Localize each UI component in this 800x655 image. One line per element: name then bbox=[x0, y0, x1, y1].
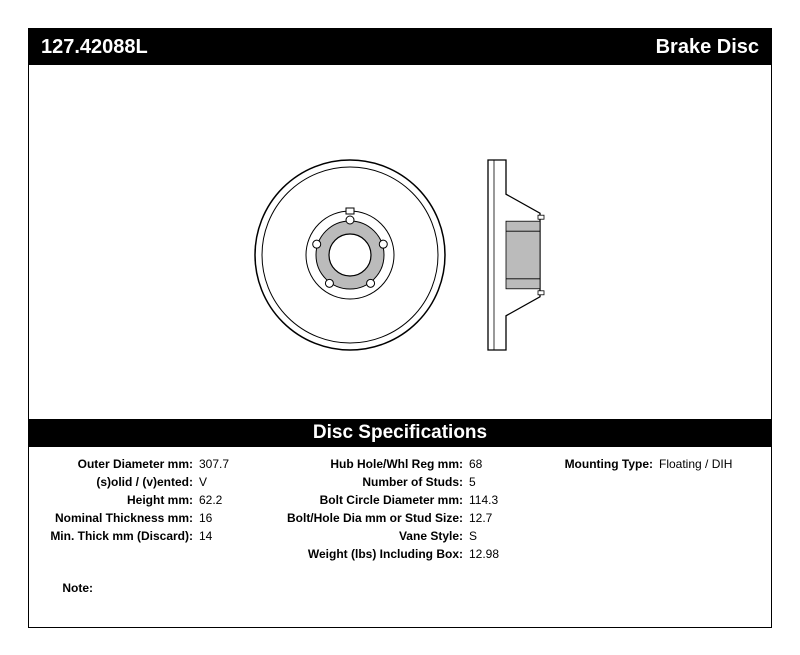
spec-label: Bolt/Hole Dia mm or Stud Size: bbox=[269, 509, 469, 527]
disc-side-view bbox=[480, 155, 550, 355]
spec-label: Nominal Thickness mm: bbox=[39, 509, 199, 527]
spec-row: (s)olid / (v)ented:V bbox=[39, 473, 269, 491]
disc-front-view bbox=[250, 155, 450, 355]
spec-label: Min. Thick mm (Discard): bbox=[39, 527, 199, 545]
spec-row: Hub Hole/Whl Reg mm:68 bbox=[269, 455, 549, 473]
spec-label: Outer Diameter mm: bbox=[39, 455, 199, 473]
spec-value: S bbox=[469, 527, 477, 545]
spec-row: Min. Thick mm (Discard):14 bbox=[39, 527, 269, 545]
spec-value: Floating / DIH bbox=[659, 455, 732, 473]
spec-label: Vane Style: bbox=[269, 527, 469, 545]
spec-label: Mounting Type: bbox=[549, 455, 659, 473]
spec-value: 14 bbox=[199, 527, 212, 545]
spec-row: Number of Studs:5 bbox=[269, 473, 549, 491]
spec-label: Bolt Circle Diameter mm: bbox=[269, 491, 469, 509]
spec-column-3: Mounting Type:Floating / DIH bbox=[549, 455, 761, 563]
spec-row: Bolt Circle Diameter mm:114.3 bbox=[269, 491, 549, 509]
spec-value: 16 bbox=[199, 509, 212, 527]
spec-label: Hub Hole/Whl Reg mm: bbox=[269, 455, 469, 473]
document-frame: 127.42088L Brake Disc Disc Specification… bbox=[28, 28, 772, 628]
spec-row: Bolt/Hole Dia mm or Stud Size:12.7 bbox=[269, 509, 549, 527]
note-label: Note: bbox=[39, 581, 99, 595]
product-title: Brake Disc bbox=[656, 36, 759, 59]
spec-grid: Outer Diameter mm:307.7(s)olid / (v)ente… bbox=[29, 447, 771, 563]
spec-value: V bbox=[199, 473, 207, 491]
spec-value: 68 bbox=[469, 455, 482, 473]
spec-row: Height mm:62.2 bbox=[39, 491, 269, 509]
spec-row: Mounting Type:Floating / DIH bbox=[549, 455, 761, 473]
spec-value: 114.3 bbox=[469, 491, 498, 509]
spec-row: Nominal Thickness mm:16 bbox=[39, 509, 269, 527]
spec-row: Vane Style:S bbox=[269, 527, 549, 545]
spec-row: Outer Diameter mm:307.7 bbox=[39, 455, 269, 473]
spec-value: 12.7 bbox=[469, 509, 492, 527]
spec-column-1: Outer Diameter mm:307.7(s)olid / (v)ente… bbox=[39, 455, 269, 563]
spec-value: 62.2 bbox=[199, 491, 222, 509]
spec-label: (s)olid / (v)ented: bbox=[39, 473, 199, 491]
diagram-area bbox=[29, 65, 771, 415]
spec-value: 5 bbox=[469, 473, 476, 491]
spec-label: Height mm: bbox=[39, 491, 199, 509]
note-row: Note: bbox=[29, 563, 771, 595]
header-bar: 127.42088L Brake Disc bbox=[29, 29, 771, 65]
spec-column-2: Hub Hole/Whl Reg mm:68Number of Studs:5B… bbox=[269, 455, 549, 563]
spec-value: 307.7 bbox=[199, 455, 229, 473]
spec-value: 12.98 bbox=[469, 545, 499, 563]
spec-row: Weight (lbs) Including Box:12.98 bbox=[269, 545, 549, 563]
spec-label: Number of Studs: bbox=[269, 473, 469, 491]
spec-title: Disc Specifications bbox=[29, 419, 771, 447]
part-number: 127.42088L bbox=[41, 36, 148, 59]
spec-label: Weight (lbs) Including Box: bbox=[269, 545, 469, 563]
